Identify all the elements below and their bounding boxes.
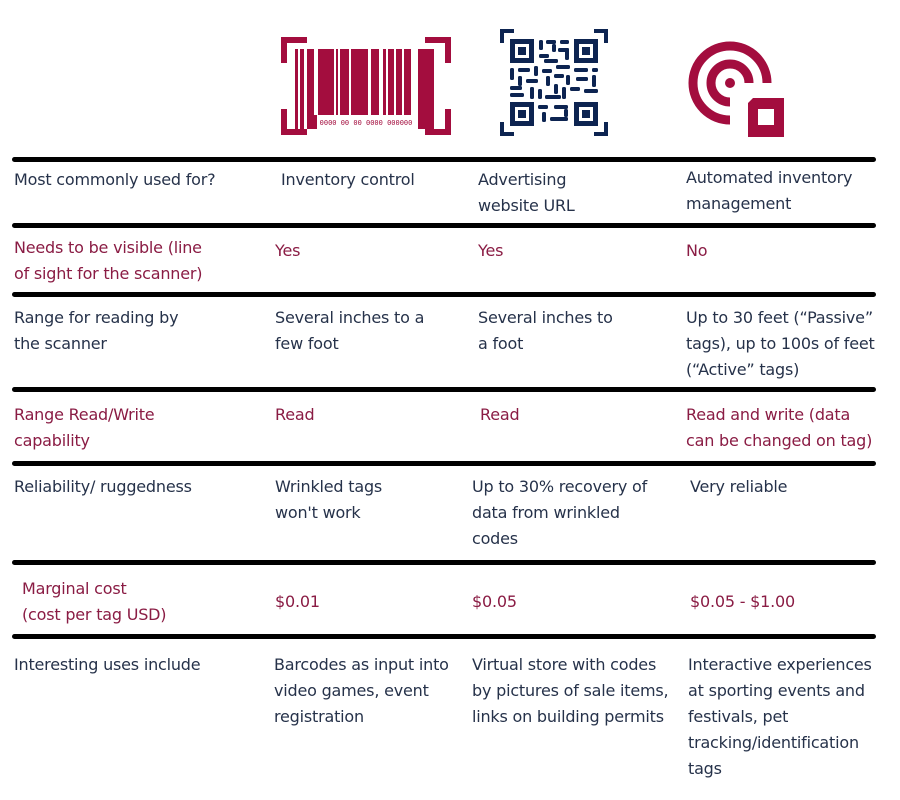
qr-value: Several inches to a foot bbox=[478, 308, 613, 353]
table-rule bbox=[12, 387, 876, 392]
row-label: Marginal cost (cost per tag USD) bbox=[22, 579, 167, 624]
qr-value: Advertising website URL bbox=[478, 170, 575, 215]
rfid-value: No bbox=[686, 241, 708, 260]
table-rule bbox=[12, 157, 876, 162]
rfid-icon bbox=[685, 35, 788, 137]
barcode-value: Several inches to a few foot bbox=[275, 308, 425, 353]
table-rule bbox=[12, 292, 876, 297]
rfid-value: Up to 30 feet (“Passive” tags), up to 10… bbox=[686, 308, 875, 379]
barcode-digits: 0000 00 00 0000 000000 bbox=[320, 119, 413, 127]
table-rule bbox=[12, 634, 876, 639]
barcode-value: $0.01 bbox=[275, 592, 320, 611]
rfid-value: Automated inventory management bbox=[686, 168, 853, 213]
qr-value: Read bbox=[480, 405, 520, 424]
table-rule bbox=[12, 560, 876, 565]
qr-code-icon bbox=[500, 29, 608, 136]
qr-value: $0.05 bbox=[472, 592, 517, 611]
row-label: Needs to be visible (line of sight for t… bbox=[14, 238, 203, 283]
barcode-value: Inventory control bbox=[281, 170, 415, 189]
barcode-value: Wrinkled tags won't work bbox=[275, 477, 383, 522]
row-label: Interesting uses include bbox=[14, 655, 201, 674]
barcode-value: Yes bbox=[275, 241, 301, 260]
row-label: Reliability/ ruggedness bbox=[14, 477, 192, 496]
barcode-icon: 0000 00 00 0000 000000 bbox=[281, 37, 451, 135]
table-rule bbox=[12, 461, 876, 466]
rfid-value: Interactive experiences at sporting even… bbox=[688, 655, 872, 778]
row-label: Range Read/Write capability bbox=[14, 405, 155, 450]
qr-value: Yes bbox=[478, 241, 504, 260]
qr-value: Up to 30% recovery of data from wrinkled… bbox=[472, 477, 648, 548]
qr-value: Virtual store with codes by pictures of … bbox=[472, 655, 669, 726]
row-label: Range for reading by the scanner bbox=[14, 308, 179, 353]
table-rule bbox=[12, 223, 876, 228]
rfid-value: $0.05 - $1.00 bbox=[690, 592, 795, 611]
barcode-value: Barcodes as input into video games, even… bbox=[274, 655, 449, 726]
barcode-value: Read bbox=[275, 405, 315, 424]
rfid-value: Read and write (data can be changed on t… bbox=[686, 405, 873, 450]
row-label: Most commonly used for? bbox=[14, 170, 216, 189]
rfid-value: Very reliable bbox=[690, 477, 788, 496]
